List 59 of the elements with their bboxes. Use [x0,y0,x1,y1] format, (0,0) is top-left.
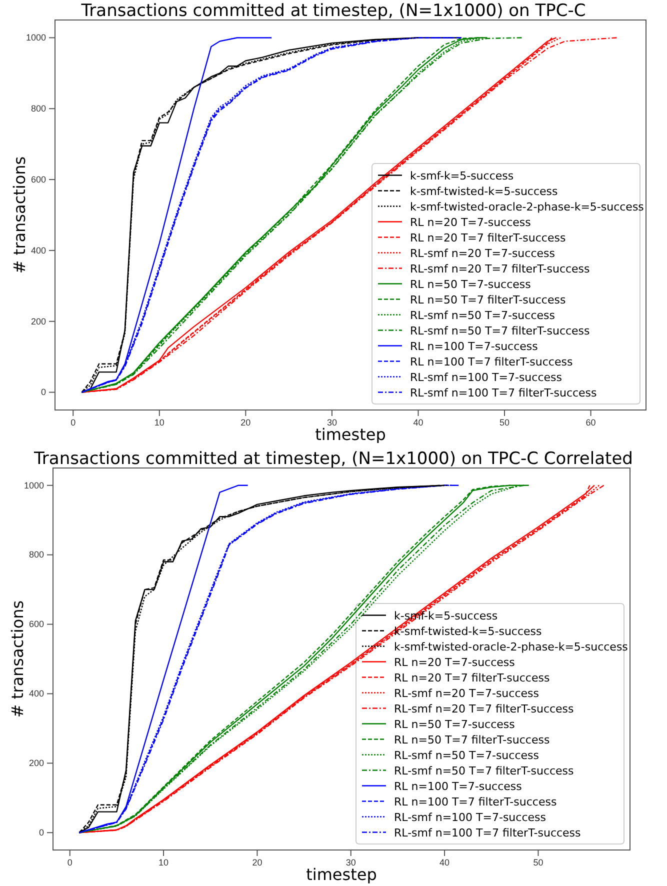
x-axis-title: timestep [315,425,386,444]
x-tick-label: 20 [240,417,251,428]
legend-label: RL-smf n=20 T=7 filterT-success [410,262,590,276]
legend-label: RL-smf n=20 T=7-success [394,686,540,700]
x-tick-label: 30 [326,417,337,428]
x-tick-label: 50 [533,857,544,868]
x-tick-label: 40 [440,857,450,868]
x-tick-label: 10 [158,857,169,868]
legend-label: RL n=50 T=7 filterT-success [394,733,550,746]
x-tick-label: 20 [252,857,262,868]
y-axis-title: # transactions [10,156,29,274]
y-tick-label: 0 [38,828,44,838]
legend-label: k-smf-twisted-oracle-2-phase-k=5-success [394,640,628,654]
legend-label: RL-smf n=50 T=7 filterT-success [410,324,590,338]
legend-label: RL-smf n=50 T=7-success [394,748,540,762]
y-tick-label: 600 [30,174,46,184]
legend-label: RL n=100 T=7 filterT-success [410,355,573,368]
legend-label: RL n=100 T=7 filterT-success [394,795,557,808]
legend-label: RL-smf n=20 T=7 filterT-success [394,702,574,716]
y-tick-label: 200 [28,758,44,768]
chart-title: Transactions committed at timestep, (N=1x1000) on TPC-C Correlated [33,449,633,469]
x-tick-label: 0 [67,857,72,868]
legend-label: RL-smf n=100 T=7 filterT-success [410,386,598,400]
legend-label: k-smf-twisted-oracle-2-phase-k=5-success [410,200,644,214]
y-tick-label: 0 [40,387,46,398]
legend-label: RL-smf n=50 T=7 filterT-success [394,764,574,778]
legend-label: RL n=50 T=7-success [410,278,532,291]
y-tick-label: 1000 [24,480,44,490]
y-tick-label: 1000 [26,32,46,43]
y-tick-label: 400 [28,688,44,699]
y-axis-title: # transactions [8,600,27,718]
legend-label: RL n=20 T=7-success [394,656,516,669]
legend-label: RL-smf n=100 T=7 filterT-success [394,826,582,840]
y-tick-label: 400 [30,245,46,256]
legend-label: RL n=20 T=7-success [410,216,532,229]
legend-label: k-smf-k=5-success [410,169,514,182]
legend-label: RL n=50 T=7-success [394,718,516,731]
chart-title: Transactions committed at timestep, (N=1x1000) on TPC-C [80,1,586,21]
y-tick-label: 800 [30,104,46,114]
x-tick-label: 50 [499,417,510,428]
legend-label: RL n=100 T=7-success [410,340,538,353]
legend-label: RL-smf n=50 T=7-success [410,308,556,322]
legend-label: RL-smf n=100 T=7-success [410,370,562,384]
x-tick-label: 60 [586,417,596,428]
legend-label: RL n=20 T=7 filterT-success [410,231,566,244]
y-tick-label: 200 [30,316,46,326]
legend-label: RL-smf n=100 T=7-success [394,810,546,824]
legend-label: RL n=50 T=7 filterT-success [410,293,566,306]
legend-label: k-smf-twisted-k=5-success [410,184,558,198]
x-axis-title: timestep [306,865,377,884]
x-tick-label: 10 [154,417,164,428]
x-tick-label: 30 [346,857,356,868]
x-tick-label: 40 [413,417,424,428]
x-tick-label: 0 [70,417,76,428]
y-tick-label: 800 [28,550,44,560]
legend-label: RL-smf n=20 T=7-success [410,246,556,260]
legend-label: RL n=100 T=7-success [394,780,522,793]
y-tick-label: 600 [28,619,44,630]
legend-label: RL n=20 T=7 filterT-success [394,671,550,684]
